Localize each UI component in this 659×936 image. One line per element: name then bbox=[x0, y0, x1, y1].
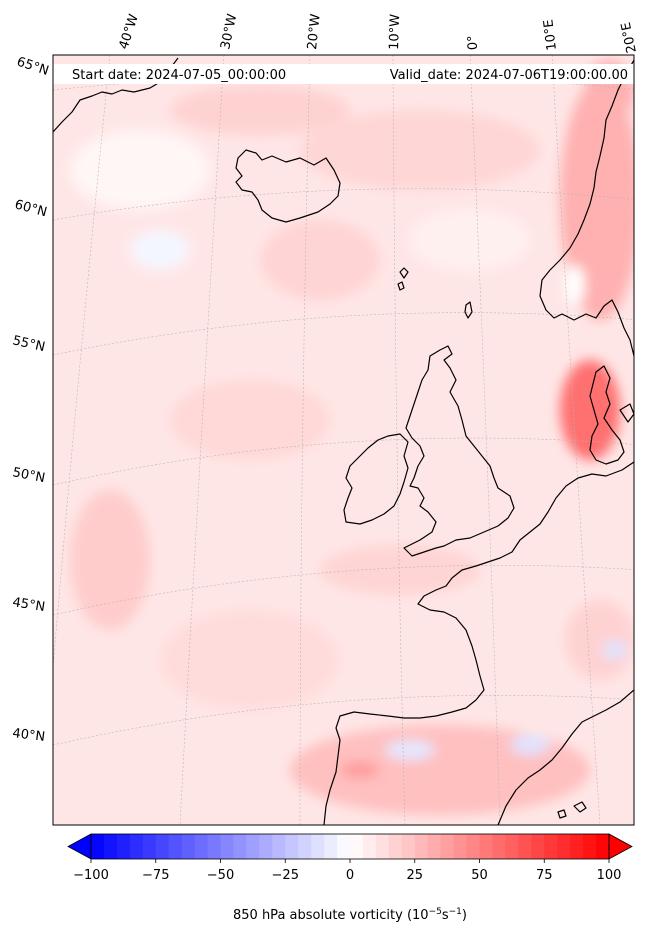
iberia-coast bbox=[497, 689, 634, 825]
colorbar-level bbox=[246, 834, 260, 859]
colorbar-tick-label: 100 bbox=[597, 868, 622, 883]
map-panel bbox=[53, 55, 634, 825]
colorbar-level bbox=[350, 834, 364, 859]
lon-label-30w: 30°W bbox=[218, 12, 240, 50]
colorbar-max-extension bbox=[608, 833, 633, 860]
great-britain-coast bbox=[403, 345, 515, 557]
colorbar-level bbox=[298, 834, 312, 859]
colorbar-level bbox=[596, 834, 610, 859]
lat-label-65n: 65°N bbox=[15, 55, 51, 79]
lat-label-45n: 45°N bbox=[11, 595, 46, 615]
colorbar-level bbox=[362, 834, 377, 859]
colorbar-level bbox=[466, 834, 480, 859]
colorbar-label: 850 hPa absolute vorticity (10−5s−1) bbox=[233, 907, 467, 923]
header-band bbox=[53, 64, 634, 84]
colorbar-level bbox=[479, 834, 493, 859]
colorbar-level bbox=[337, 834, 351, 859]
colorbar-level bbox=[207, 834, 221, 859]
denmark-coast bbox=[589, 365, 625, 465]
lat-label-55n: 55°N bbox=[11, 333, 46, 355]
lon-label-10e: 10°E bbox=[541, 18, 560, 51]
colorbar-tick-label: 50 bbox=[471, 868, 488, 883]
colorbar-level bbox=[155, 834, 170, 859]
norway-coast bbox=[539, 59, 634, 357]
colorbar-level bbox=[129, 834, 144, 859]
colorbar-tick-label: 75 bbox=[536, 868, 553, 883]
colorbar-level bbox=[324, 834, 338, 859]
colorbar-level bbox=[103, 834, 118, 859]
colorbar-level bbox=[401, 834, 416, 859]
colorbar-level bbox=[91, 834, 105, 859]
colorbar-level bbox=[116, 834, 131, 859]
colorbar-level bbox=[142, 834, 157, 859]
colorbar-tick-label: −75 bbox=[142, 868, 169, 883]
colorbar-level bbox=[505, 834, 519, 859]
colorbar-level bbox=[427, 834, 442, 859]
vorticity-field bbox=[70, 60, 634, 815]
colorbar-level bbox=[311, 834, 325, 859]
colorbar-level bbox=[168, 834, 183, 859]
colorbar-tick-label: −25 bbox=[272, 868, 299, 883]
colorbar-level bbox=[453, 834, 468, 859]
colorbar-level bbox=[570, 834, 584, 859]
colorbar-level bbox=[272, 834, 286, 859]
lat-label-50n: 50°N bbox=[11, 465, 46, 486]
colorbar-level bbox=[531, 834, 545, 859]
colorbar-level bbox=[220, 834, 234, 859]
colorbar-level bbox=[233, 834, 247, 859]
colorbar-level bbox=[181, 834, 196, 859]
colorbar-level bbox=[414, 834, 429, 859]
lon-label-20w: 20°W bbox=[305, 13, 324, 50]
iceland-coast bbox=[235, 149, 341, 223]
continental-coast bbox=[323, 461, 634, 825]
lon-label-20e: 20°E bbox=[619, 21, 640, 55]
colorbar-level bbox=[557, 834, 571, 859]
coastlines bbox=[53, 57, 634, 825]
colorbar-level bbox=[583, 834, 597, 859]
colorbar-min-extension bbox=[67, 833, 92, 860]
colorbar-tick-label: −50 bbox=[207, 868, 234, 883]
colorbar-level bbox=[440, 834, 455, 859]
colorbar-level bbox=[518, 834, 532, 859]
colorbar-tick-label: 0 bbox=[346, 868, 354, 883]
colorbar-level bbox=[388, 834, 403, 859]
ireland-coast bbox=[343, 433, 409, 525]
colorbar-level bbox=[194, 834, 209, 859]
colorbar-level bbox=[544, 834, 558, 859]
lon-label-0: 0° bbox=[465, 35, 481, 50]
colorbar-level bbox=[259, 834, 273, 859]
colorbar-tick-label: −100 bbox=[73, 868, 109, 883]
start-date-label: Start date: 2024-07-05_00:00:00 bbox=[72, 68, 286, 83]
lat-label-60n: 60°N bbox=[13, 197, 49, 220]
map-frame bbox=[52, 54, 635, 826]
colorbar-level bbox=[375, 834, 390, 859]
colorbar-tick-label: 25 bbox=[406, 868, 423, 883]
lon-label-10w: 10°W bbox=[387, 14, 403, 51]
colorbar-level bbox=[285, 834, 299, 859]
colorbar: −100 −75 −50 −25 0 25 50 75 100 850 hPa absolute… bbox=[67, 833, 633, 923]
graticule bbox=[53, 55, 634, 825]
lat-label-40n: 40°N bbox=[12, 726, 46, 745]
lon-label-40w: 40°W bbox=[117, 12, 142, 51]
colorbar-level bbox=[492, 834, 506, 859]
valid-date-label: Valid_date: 2024-07-06T19:00:00.00 bbox=[390, 68, 628, 83]
